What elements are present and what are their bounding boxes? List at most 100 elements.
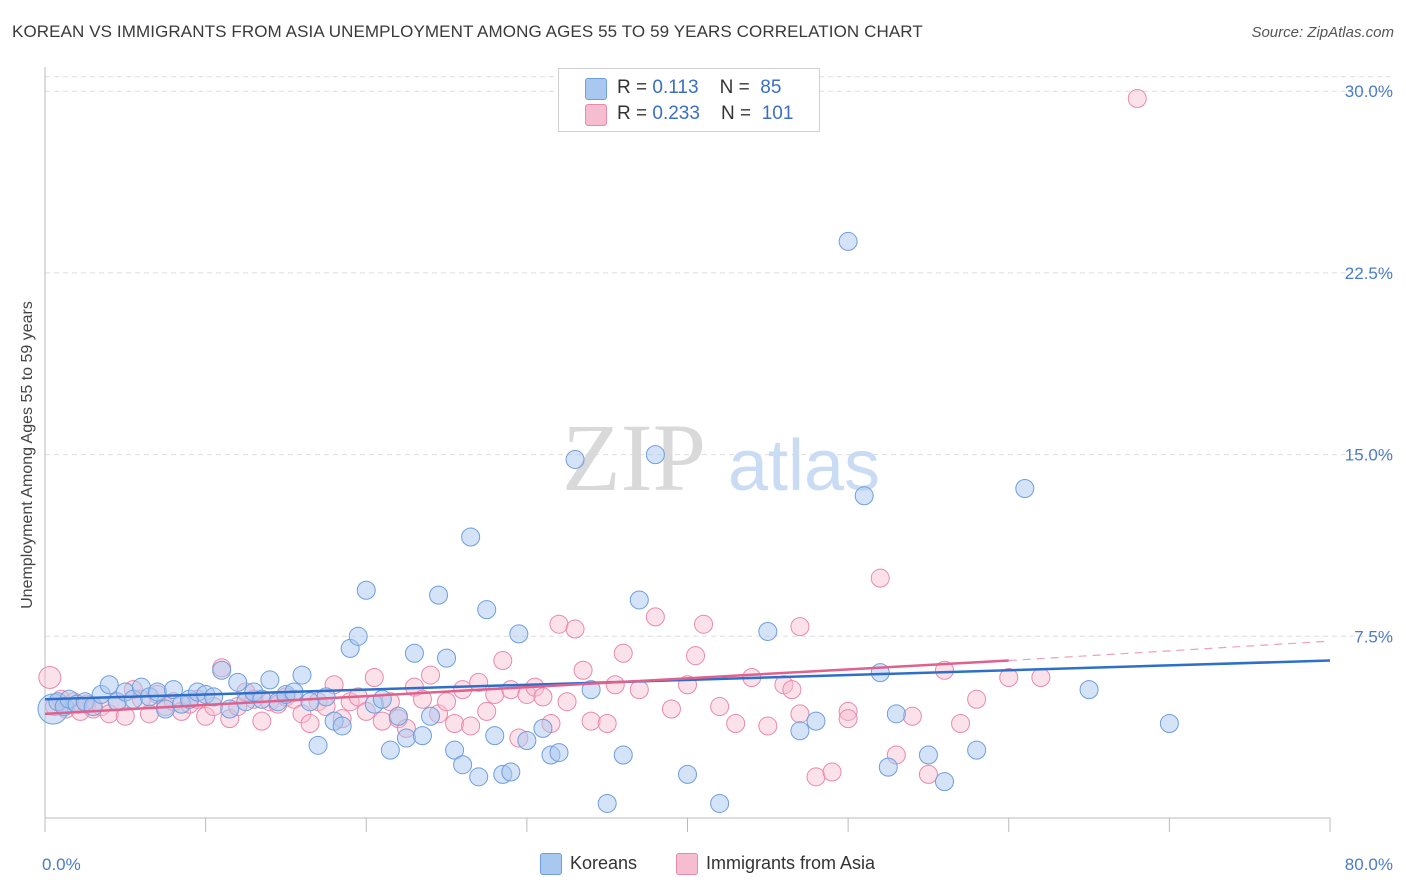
immigrants-point [1127,88,1147,108]
koreans-point [412,726,432,746]
immigrants-point [565,619,585,639]
koreans-point [260,670,280,690]
koreans-legend-swatch [540,853,562,875]
watermark-atlas: atlas [728,426,880,506]
immigrants-point [421,665,440,685]
koreans-point [629,590,649,610]
immigrants-point [918,764,938,784]
immigrants-point [300,714,320,734]
n-label: N = [721,103,757,124]
y-tick-label: 22.5% [1345,264,1393,283]
koreans-point [918,745,938,765]
koreans-point [155,699,175,719]
immigrants-point [557,692,577,712]
immigrants-point [372,711,392,731]
immigrants-point [645,607,665,627]
legend-immigrants-label: Immigrants from Asia [706,853,876,873]
immigrants-point [790,704,810,724]
koreans-point [332,716,352,736]
koreans-point [453,755,473,775]
immigrants-legend-swatch [676,853,698,875]
koreans-point [461,527,481,547]
koreans-point [99,675,119,695]
koreans-point [1015,479,1035,499]
koreans-point [147,682,167,702]
koreans-point [348,626,368,646]
koreans-point [886,704,906,724]
immigrants-point [115,706,135,726]
immigrants-point [758,716,778,736]
n-value-koreans: 85 [760,77,782,98]
koreans-point [838,231,858,251]
immigrants-point [581,711,601,731]
r-value-koreans: 0.113 [652,77,699,98]
immigrants-point [967,689,987,709]
x-tick-label: 80.0% [1345,855,1393,874]
immigrants-point [437,692,457,712]
y-tick-label: 30.0% [1345,82,1393,101]
immigrants-point [533,687,553,707]
immigrants-point [477,701,497,721]
immigrants-point [1031,667,1051,687]
immigrants-point [196,706,216,726]
immigrants-point [629,680,649,700]
source-label: Source: ZipAtlas.com [1251,24,1394,41]
koreans-point [967,740,987,760]
koreans-point [710,793,730,813]
immigrants-point [838,701,858,721]
koreans-trend-line [44,659,1331,701]
koreans-point [935,772,954,792]
chart-title: KOREAN VS IMMIGRANTS FROM ASIA UNEMPLOYM… [12,22,923,41]
koreans-point [533,718,553,738]
y-tick-label: 15.0% [1345,446,1393,465]
tick-labels: 7.5% 15.0% 22.5% 30.0% 0.0% 80.0% [42,82,1393,874]
r-label: R = [617,77,653,98]
koreans-point [806,711,826,731]
koreans-point [300,692,320,712]
grid-lines [45,76,1393,637]
koreans-point [396,728,416,748]
immigrants-point [445,714,465,734]
immigrants-point [364,667,384,687]
immigrants-point [838,709,858,729]
koreans-point [308,735,328,755]
koreans-point [437,648,457,668]
koreans-point [356,580,376,600]
immigrants-point [935,660,954,680]
koreans-point [485,726,505,746]
koreans-point [878,757,898,777]
immigrants-point [790,617,810,637]
immigrants-point [999,667,1019,687]
koreans-point [404,643,424,663]
immigrants-point [613,643,633,663]
immigrants-point [870,568,890,588]
immigrants-point [661,699,681,719]
koreans-point [517,730,537,750]
koreans-point [477,600,497,620]
koreans-point [204,687,224,707]
watermark-zip: ZIP [562,404,706,511]
series-legend: Koreans Immigrants from Asia [0,852,1406,878]
koreans-point [388,706,408,726]
immigrants-point [686,646,706,666]
immigrants-point [493,651,513,671]
immigrants-point [782,680,802,700]
legend-koreans-label: Koreans [570,853,638,873]
immigrants-point [573,660,593,680]
immigrants-point [694,614,714,634]
koreans-point [380,740,400,760]
immigrants-point [726,714,746,734]
koreans-swatch [585,78,607,100]
koreans-point [1159,714,1179,734]
immigrants-point [461,716,481,736]
immigrants-point [549,614,569,634]
koreans-point [549,743,569,763]
koreans-point [645,445,665,465]
koreans-point [228,672,248,692]
immigrants-trend-line [44,659,1009,716]
x-tick-label: 0.0% [42,855,81,874]
koreans-point [445,740,465,760]
immigrants-point [806,767,826,787]
trend-lines [44,640,1331,716]
koreans-point [429,585,449,605]
